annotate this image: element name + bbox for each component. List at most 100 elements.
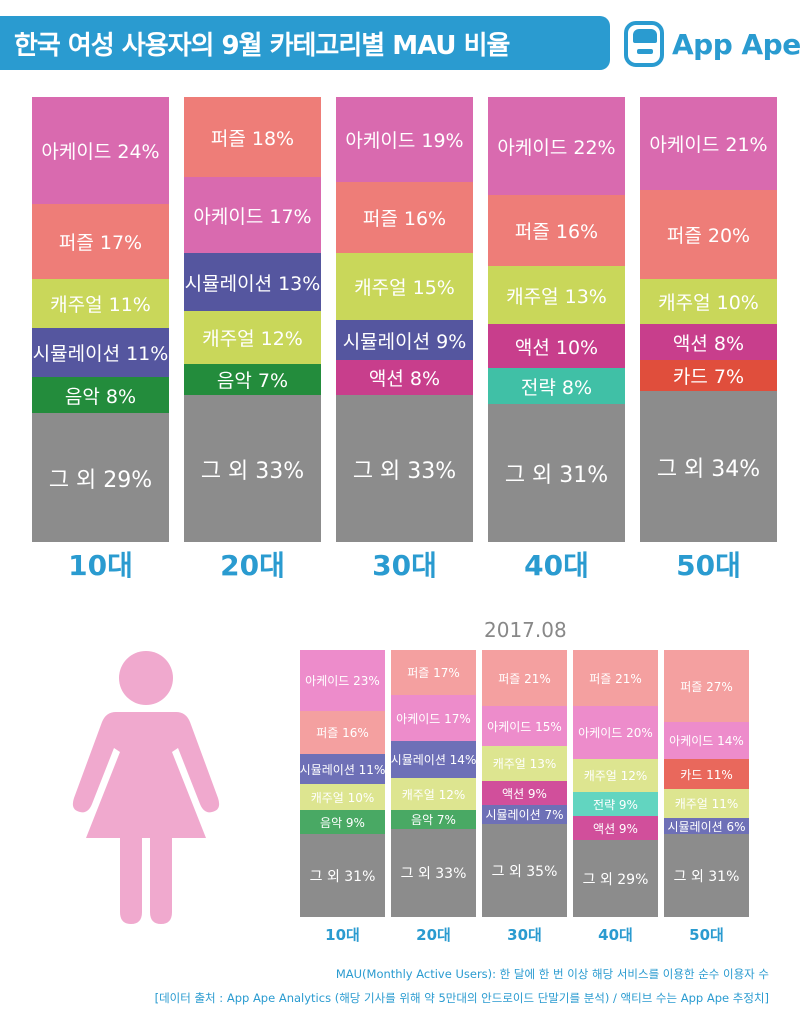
bar-column: 아케이드 19% 퍼즐 16% 캐주얼 15% 시뮬레이션 9% 액션 8% 그 외 33… — [336, 97, 473, 542]
age-group-label: 50대 — [689, 926, 724, 944]
bar-segment: 캐주얼 15% — [336, 253, 473, 320]
bar-segment: 시뮬레이션 7% — [482, 805, 567, 824]
bar-segment: 아케이드 23% — [300, 650, 385, 711]
bar-segment: 퍼즐 17% — [391, 650, 476, 695]
segment-label: 캐주얼 10% — [310, 790, 375, 805]
bar-segment: 그 외 34% — [640, 391, 777, 542]
segment-label: 액션 8% — [368, 368, 441, 390]
segment-label: 아케이드 17% — [193, 205, 312, 228]
segment-label: 액션 9% — [593, 821, 638, 836]
bar-segment: 그 외 29% — [573, 840, 658, 917]
bar-segment: 액션 8% — [640, 324, 777, 360]
segment-label: 퍼즐 17% — [407, 666, 460, 680]
bar-column: 아케이드 21% 퍼즐 20% 캐주얼 10% 액션 8% 카드 7% 그 외 34% — [640, 97, 777, 542]
data-source: [데이터 출처 : App Ape Analytics (해당 기사를 위해 약… — [154, 991, 769, 1005]
app-ape-logo-icon — [624, 21, 664, 67]
age-group-label: 50대 — [676, 549, 741, 582]
segment-label: 그 외 29% — [582, 871, 649, 888]
segment-label: 음악 8% — [64, 385, 137, 408]
bar-segment: 캐주얼 12% — [184, 311, 321, 364]
age-group-label: 20대 — [220, 549, 285, 582]
segment-label: 그 외 33% — [400, 866, 467, 882]
segment-label: 아케이드 17% — [396, 711, 471, 726]
segment-label: 퍼즐 16% — [514, 221, 599, 243]
bar-segment: 캐주얼 11% — [32, 279, 169, 328]
age-group-label: 40대 — [598, 926, 633, 944]
segment-label: 그 외 31% — [504, 463, 609, 488]
bar-segment: 그 외 33% — [184, 395, 321, 542]
segment-label: 시뮬레이션 13% — [184, 272, 321, 295]
bar-segment: 아케이드 17% — [391, 695, 476, 741]
segment-label: 그 외 31% — [673, 868, 740, 885]
segment-label: 아케이드 22% — [497, 136, 616, 159]
segment-label: 시뮬레이션 9% — [342, 330, 467, 353]
segment-label: 그 외 31% — [309, 868, 376, 885]
segment-label: 전략 9% — [593, 797, 638, 812]
age-group-label: 40대 — [524, 549, 589, 582]
woman-icon — [72, 651, 220, 924]
bar-column: 아케이드 23% 퍼즐 16% 시뮬레이션 11% 캐주얼 10% 음악 9% 그 외 3… — [300, 650, 385, 917]
bar-segment: 퍼즐 16% — [488, 195, 625, 266]
segment-label: 퍼즐 18% — [210, 127, 295, 150]
bar-segment: 퍼즐 18% — [184, 97, 321, 177]
bar-segment: 시뮬레이션 13% — [184, 253, 321, 311]
segment-label: 액션 8% — [672, 332, 745, 355]
segment-label: 시뮬레이션 7% — [485, 808, 564, 822]
bar-column: 퍼즐 21% 아케이드 20% 캐주얼 12% 전략 9% 액션 9% 그 외 29% — [573, 650, 658, 917]
bar-segment: 아케이드 21% — [640, 97, 777, 190]
segment-label: 캐주얼 15% — [354, 277, 455, 299]
bar-segment: 음악 7% — [184, 364, 321, 395]
mau-definition: MAU(Monthly Active Users): 한 달에 한 번 이상 해… — [335, 967, 769, 981]
bar-segment: 그 외 35% — [482, 824, 567, 917]
segment-label: 캐주얼 13% — [492, 757, 557, 771]
segment-label: 캐주얼 11% — [50, 294, 151, 316]
segment-label: 아케이드 20% — [578, 726, 653, 740]
bar-segment: 음악 9% — [300, 810, 385, 834]
bar-segment: 아케이드 24% — [32, 97, 169, 204]
segment-label: 아케이드 14% — [669, 734, 744, 748]
segment-label: 퍼즐 27% — [680, 679, 733, 694]
bar-segment: 액션 10% — [488, 324, 625, 368]
segment-label: 음악 9% — [320, 815, 365, 830]
bar-segment: 그 외 33% — [391, 829, 476, 917]
bar-segment: 그 외 33% — [336, 395, 473, 542]
bar-segment: 시뮬레이션 11% — [300, 754, 385, 784]
age-group-label: 20대 — [416, 926, 451, 944]
bar-segment: 시뮬레이션 9% — [336, 320, 473, 360]
bar-segment: 퍼즐 16% — [300, 711, 385, 754]
brand-name: App Ape — [672, 27, 801, 61]
bar-segment: 퍼즐 21% — [573, 650, 658, 706]
bar-segment: 아케이드 17% — [184, 177, 321, 253]
age-group-label: 10대 — [325, 926, 360, 944]
bar-segment: 시뮬레이션 6% — [664, 818, 749, 834]
segment-label: 시뮬레이션 11% — [299, 762, 386, 777]
segment-label: 그 외 34% — [656, 456, 761, 482]
segment-label: 액션 10% — [514, 336, 599, 359]
bar-segment: 그 외 31% — [300, 834, 385, 917]
age-group-label: 30대 — [507, 926, 542, 944]
segment-label: 그 외 29% — [48, 467, 153, 493]
segment-label: 아케이드 23% — [305, 674, 380, 688]
segment-label: 퍼즐 21% — [498, 671, 551, 686]
bar-segment: 전략 9% — [573, 792, 658, 816]
bar-column: 퍼즐 21% 아케이드 15% 캐주얼 13% 액션 9% 시뮬레이션 7% 그 외 35… — [482, 650, 567, 917]
segment-label: 캐주얼 10% — [658, 292, 759, 314]
segment-label: 아케이드 21% — [649, 134, 768, 156]
segment-label: 음악 7% — [216, 370, 289, 392]
segment-label: 카드 11% — [680, 767, 733, 782]
bar-segment: 캐주얼 10% — [640, 279, 777, 324]
bar-segment: 아케이드 22% — [488, 97, 625, 195]
segment-label: 캐주얼 12% — [583, 769, 648, 783]
bar-segment: 캐주얼 12% — [573, 759, 658, 792]
segment-label: 퍼즐 16% — [362, 208, 447, 230]
age-group-label: 30대 — [372, 549, 437, 582]
bar-segment: 아케이드 20% — [573, 706, 658, 759]
segment-label: 캐주얼 12% — [202, 328, 303, 350]
bar-segment: 카드 11% — [664, 759, 749, 789]
segment-label: 카드 7% — [672, 366, 745, 388]
segment-label: 그 외 33% — [200, 458, 305, 484]
bar-segment: 퍼즐 27% — [664, 650, 749, 722]
secondary-chart-title: 2017.08 — [484, 618, 567, 642]
brand-logo: App Ape — [624, 18, 801, 70]
segment-label: 전략 8% — [520, 376, 593, 399]
